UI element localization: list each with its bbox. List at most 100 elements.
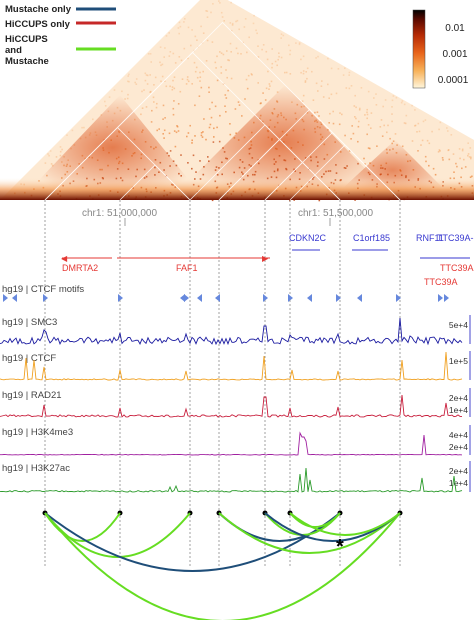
hic-speckle <box>158 128 160 130</box>
hic-speckle <box>191 29 193 31</box>
hic-speckle <box>186 76 189 78</box>
hic-speckle <box>414 124 417 127</box>
hic-speckle <box>187 162 189 164</box>
hic-speckle <box>359 107 361 110</box>
hic-speckle <box>317 55 319 58</box>
hic-speckle <box>338 123 341 126</box>
gene-dmrta2-arrow: ◀ <box>61 254 68 263</box>
hic-speckle <box>192 154 195 157</box>
hic-speckle <box>284 71 286 74</box>
hic-speckle <box>200 25 202 28</box>
hic-tad-1 <box>20 95 205 200</box>
hic-speckle <box>276 91 279 93</box>
hic-speckle <box>149 74 151 76</box>
hic-speckle <box>202 32 205 34</box>
hic-speckle <box>127 80 129 83</box>
loop-arc-mustache <box>44 512 341 572</box>
hic-speckle <box>375 104 378 106</box>
hic-speckle <box>195 171 197 173</box>
hic-speckle <box>428 164 430 167</box>
hic-speckle <box>298 43 301 46</box>
hic-speckle <box>44 162 47 164</box>
hic-speckle <box>206 16 209 18</box>
hic-speckle <box>301 100 304 102</box>
ctcf-motif <box>336 294 341 302</box>
hic-speckle <box>135 83 138 85</box>
hic-speckle <box>144 79 147 82</box>
h3k27ac-signal <box>0 467 463 493</box>
track-scale-label: 4e+4 <box>449 430 468 440</box>
hic-speckle <box>66 134 68 136</box>
ctcf-motif <box>288 294 293 302</box>
hic-speckle <box>141 90 143 93</box>
hic-speckle <box>280 37 282 39</box>
hic-speckle <box>357 125 360 128</box>
hic-speckle <box>404 122 407 125</box>
hic-speckle <box>176 125 178 127</box>
hic-speckle <box>219 51 221 53</box>
hic-speckle <box>221 16 224 18</box>
hic-speckle <box>219 114 221 117</box>
hic-speckle <box>268 88 270 90</box>
colorbar: 0.01 0.001 0.0001 <box>408 4 472 92</box>
track-2: hg19 | CTCF 1e+5 <box>2 351 471 380</box>
hic-speckle <box>450 134 453 136</box>
hic-speckle <box>81 126 83 129</box>
hic-speckle <box>431 130 433 133</box>
hic-speckle <box>260 102 262 104</box>
hic-speckle <box>126 97 129 100</box>
hic-speckle <box>179 90 182 93</box>
legend-label-mustache: Mustache only <box>5 4 72 15</box>
hic-speckle <box>366 113 369 116</box>
hic-speckle <box>470 157 472 160</box>
hic-speckle <box>203 118 205 120</box>
hic-speckle <box>300 71 302 74</box>
hic-speckle <box>162 133 164 135</box>
gene-faf1-arrow: ▶ <box>262 254 269 263</box>
hic-speckle <box>321 80 323 82</box>
hic-speckle <box>403 122 406 124</box>
hic-speckle <box>163 56 165 58</box>
hic-speckle <box>401 100 404 102</box>
hic-speckle <box>224 105 226 107</box>
hic-speckle <box>127 75 129 77</box>
hic-speckle <box>149 53 152 55</box>
hic-speckle <box>235 132 237 134</box>
hic-speckle <box>176 125 179 128</box>
hic-speckle <box>304 80 307 82</box>
hic-speckle <box>214 61 217 64</box>
h3k4me3-signal <box>0 431 463 456</box>
colorbar-gradient <box>412 9 426 89</box>
hic-speckle <box>461 167 463 170</box>
hic-speckle <box>154 76 157 79</box>
hic-speckle <box>71 129 74 132</box>
hic-speckle <box>194 70 197 73</box>
hic-speckle <box>318 115 320 117</box>
hic-speckle <box>417 122 420 125</box>
hic-speckle <box>150 61 152 63</box>
hic-speckle <box>194 35 197 38</box>
hic-speckle <box>108 96 111 98</box>
hic-speckle <box>194 104 196 107</box>
hic-speckle <box>199 76 202 78</box>
hic-speckle <box>222 53 225 56</box>
hic-speckle <box>190 44 192 47</box>
hic-speckle <box>285 71 288 74</box>
hic-speckle <box>391 106 393 108</box>
track-label: hg19 | H3K27ac <box>2 463 70 474</box>
hic-speckle <box>298 42 301 44</box>
hic-speckle <box>267 70 269 73</box>
track-scale-label: 1e+4 <box>449 405 468 415</box>
hic-speckle <box>318 199 321 202</box>
hic-speckle <box>469 176 472 178</box>
ctcf-motif <box>118 294 123 302</box>
hic-speckle <box>236 19 239 22</box>
coord-left: chr1: 51,000,000 <box>82 208 157 219</box>
hic-speckle <box>257 45 259 47</box>
hic-speckle <box>387 124 389 127</box>
hic-speckle <box>364 114 366 116</box>
hic-speckle <box>230 1 232 4</box>
hic-speckle <box>373 97 375 99</box>
hic-speckle <box>237 52 239 55</box>
